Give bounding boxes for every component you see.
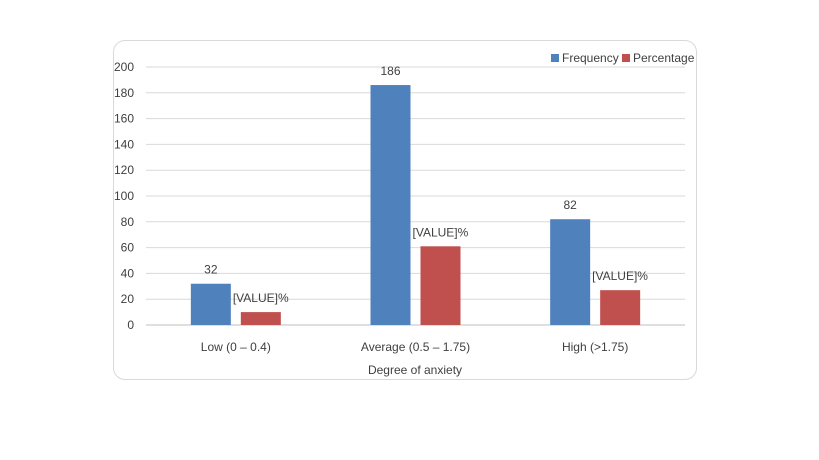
legend-swatch-frequency — [551, 54, 559, 62]
y-tick-label: 140 — [114, 137, 134, 151]
data-labels: 32 [VALUE]% 186 [VALUE]% 82 [VALUE]% — [204, 64, 648, 305]
data-label-percentage-0: [VALUE]% — [233, 291, 289, 305]
x-tick-label: High (>1.75) — [562, 340, 628, 354]
y-tick-label: 200 — [114, 60, 134, 74]
y-tick-label: 80 — [121, 215, 135, 229]
legend-swatch-percentage — [622, 54, 630, 62]
bar-percentage-1 — [420, 246, 461, 325]
legend-label-percentage: Percentage — [633, 51, 695, 65]
data-label-frequency-1: 186 — [380, 64, 400, 78]
gridlines — [146, 66, 685, 326]
data-label-frequency-0: 32 — [204, 263, 218, 277]
x-tick-label: Average (0.5 – 1.75) — [361, 340, 470, 354]
legend: Frequency Percentage — [551, 51, 695, 65]
bar-frequency-2 — [550, 219, 591, 325]
bar-frequency-0 — [190, 283, 231, 325]
y-tick-label: 160 — [114, 112, 134, 126]
y-tick-label: 100 — [114, 189, 134, 203]
legend-label-frequency: Frequency — [562, 51, 619, 65]
bar-frequency-1 — [370, 85, 411, 325]
y-tick-label: 40 — [121, 266, 135, 280]
data-label-frequency-2: 82 — [563, 198, 577, 212]
y-tick-label: 60 — [121, 241, 135, 255]
y-tick-label: 180 — [114, 86, 134, 100]
data-label-percentage-2: [VALUE]% — [592, 269, 648, 283]
x-tick-label: Low (0 – 0.4) — [201, 340, 271, 354]
y-tick-label: 0 — [127, 318, 134, 332]
y-tick-label: 20 — [121, 292, 135, 306]
y-tick-label: 120 — [114, 163, 134, 177]
x-axis-title: Degree of anxiety — [368, 363, 462, 377]
bar-percentage-2 — [600, 290, 641, 325]
y-axis-ticks: 0 20 40 60 80 100 120 140 160 180 200 — [114, 60, 134, 332]
bar-percentage-0 — [240, 312, 281, 325]
data-label-percentage-1: [VALUE]% — [413, 225, 469, 239]
x-axis-ticks: Low (0 – 0.4) Average (0.5 – 1.75) High (>… — [201, 340, 629, 354]
bars — [190, 85, 641, 325]
